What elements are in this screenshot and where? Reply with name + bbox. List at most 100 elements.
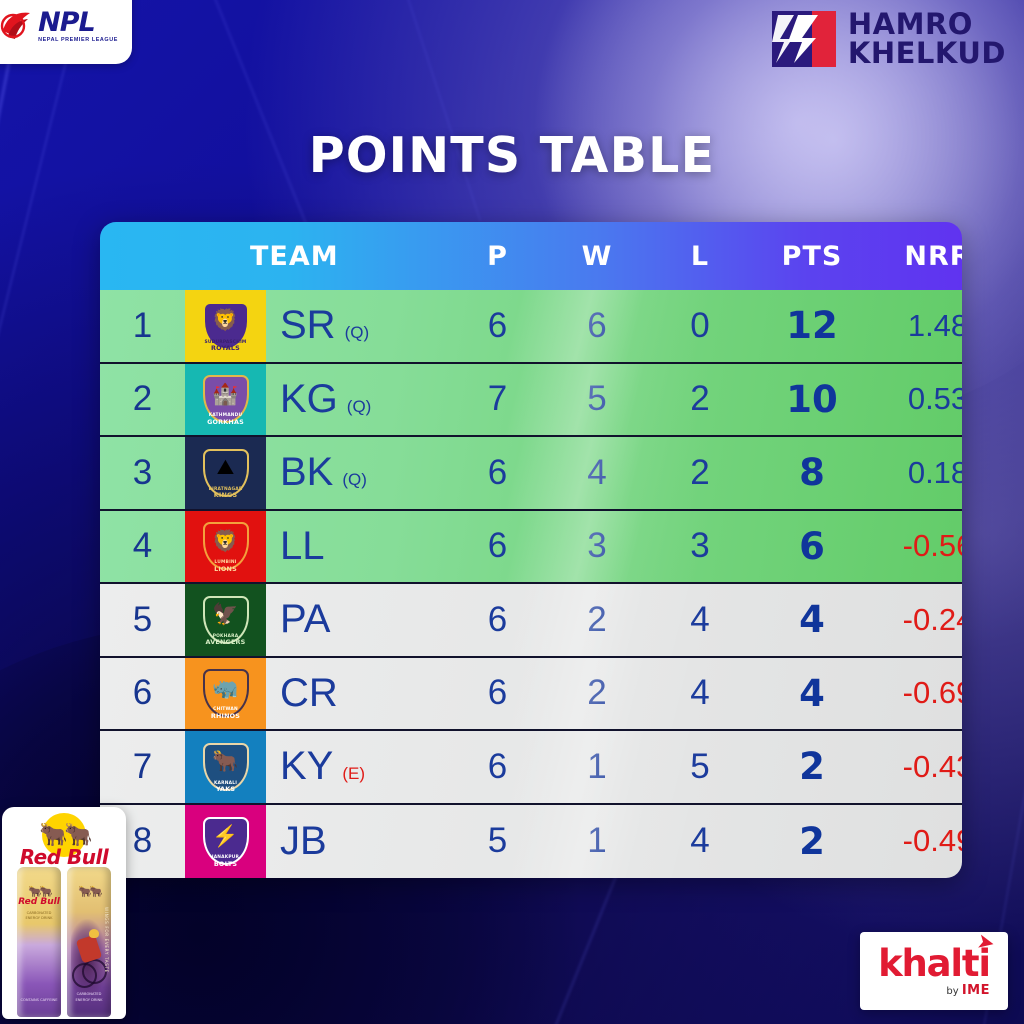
- team-abbreviation: JB: [280, 818, 327, 863]
- khalti-partner-text: IME: [961, 982, 990, 998]
- sudurpaschim-royals-logo: 🦁 SUDURPASCHIM ROYALS: [198, 298, 253, 353]
- team-abbreviation: KY: [280, 744, 334, 789]
- two-bulls-icon: 🐂🐂: [39, 821, 92, 847]
- crest-glyph-icon: 🦏: [212, 676, 239, 700]
- crest-shield: 🦏: [202, 669, 249, 718]
- table-row[interactable]: 1 🦁 SUDURPASCHIM ROYALS SR (Q) 6 6 0 12 1.48: [100, 290, 962, 364]
- crest-team-name: LIONS: [214, 564, 237, 573]
- cell-played-value: 6: [487, 746, 508, 786]
- cell-points: 6: [750, 525, 874, 568]
- crest-glyph-icon: 🦅: [212, 603, 239, 627]
- crest-team-city: LUMBINI: [214, 560, 237, 566]
- cell-points-value: 8: [799, 451, 825, 495]
- cell-team-logo[interactable]: 🦅 POKHARA AVENGERS: [185, 584, 266, 656]
- cell-nrr: -0.69: [874, 675, 962, 711]
- can-vertical-text: WINGS FOR EVERY TASTE: [104, 907, 109, 973]
- cell-nrr: -0.24: [874, 602, 962, 638]
- rank-value: 4: [132, 526, 153, 566]
- cell-team-logo[interactable]: ⛰ BIRATNAGAR KINGS: [185, 437, 266, 509]
- crest-team-city: POKHARA: [212, 633, 239, 639]
- cell-points-value: 2: [799, 819, 825, 863]
- header-won: W: [581, 240, 613, 272]
- cell-played: 7: [451, 379, 544, 419]
- cell-team-logo[interactable]: 🐂 KARNALI YAKS: [185, 731, 266, 803]
- table-row[interactable]: 3 ⛰ BIRATNAGAR KINGS BK (Q) 6 4 2 8 0.18: [100, 437, 962, 511]
- can-fine-print: CARBONATED ENERGY DRINK: [25, 911, 53, 921]
- crest-glyph-icon: 🏰: [212, 382, 239, 406]
- cell-nrr-value: 1.48: [907, 307, 962, 343]
- table-header-row: TEAM P W L PTS NRR: [100, 222, 962, 290]
- karnali-yaks-logo: 🐂 KARNALI YAKS: [198, 739, 253, 794]
- crest-shield: 🐂: [202, 742, 249, 791]
- biratnagar-kings-logo: ⛰ BIRATNAGAR KINGS: [198, 445, 253, 500]
- qualification-badge: (E): [342, 764, 366, 784]
- two-bulls-icon: 🐂🐂: [28, 886, 52, 898]
- cell-played: 6: [451, 453, 544, 493]
- cell-team-logo[interactable]: 🏰 KATHMANDU GORKHAS: [185, 363, 266, 435]
- hamro-khelkud-line2: KHELKUD: [847, 36, 1006, 70]
- team-abbreviation: KG: [280, 376, 338, 421]
- npl-logo: NPL NEPAL PREMIER LEAGUE: [0, 0, 132, 64]
- cell-played-value: 6: [487, 673, 508, 713]
- cell-points: 2: [750, 745, 874, 788]
- cell-lost: 0: [650, 306, 750, 346]
- crest-shield: 🏰: [202, 375, 249, 424]
- red-bull-advertisement: 🐂🐂 Red Bull 🐂🐂 Red Bull CARBONATED ENERG…: [0, 799, 136, 1024]
- cell-won: 4: [544, 453, 650, 493]
- cell-nrr: 0.53: [874, 381, 962, 417]
- cell-points-value: 2: [799, 745, 825, 789]
- hamro-khelkud-mark-icon: [771, 11, 836, 67]
- cell-lost-value: 4: [690, 599, 710, 639]
- cell-rank: 3: [100, 453, 185, 493]
- cell-lost-value: 0: [690, 305, 710, 345]
- cell-played-value: 6: [487, 452, 508, 492]
- cell-team-logo[interactable]: ⚡ JANAKPUR BOLTS: [185, 804, 266, 878]
- cell-nrr-value: -0.43: [902, 748, 962, 784]
- cell-won-value: 2: [587, 599, 607, 639]
- cell-points: 4: [750, 598, 874, 641]
- cell-nrr: -0.43: [874, 749, 962, 785]
- cell-points-value: 4: [799, 598, 825, 642]
- crest-shield: 🦅: [202, 595, 249, 644]
- cell-points: 10: [750, 378, 874, 421]
- cell-team-logo[interactable]: 🦁 LUMBINI LIONS: [185, 510, 266, 582]
- npl-swoosh-icon: [0, 9, 34, 43]
- page-title: POINTS TABLE: [308, 127, 716, 184]
- paper-plane-icon: ➤: [975, 928, 997, 955]
- can-fine-print: CARBONATED ENERGY DRINK: [75, 992, 103, 1002]
- table-row[interactable]: 2 🏰 KATHMANDU GORKHAS KG (Q) 7 5 2 10 0.53: [100, 363, 962, 437]
- cell-lost: 5: [650, 747, 750, 787]
- pokhara-avengers-logo: 🦅 POKHARA AVENGERS: [198, 592, 253, 647]
- rank-value: 7: [132, 746, 153, 786]
- cell-team-logo[interactable]: 🦁 SUDURPASCHIM ROYALS: [185, 290, 266, 362]
- cell-won-value: 5: [587, 379, 607, 419]
- khalti-wordmark: khalti ➤: [878, 928, 996, 981]
- cell-lost-value: 4: [690, 673, 710, 713]
- cell-points: 12: [750, 304, 874, 347]
- red-bull-can-left: 🐂🐂 Red Bull CARBONATED ENERGY DRINK CONT…: [17, 867, 61, 1017]
- qualification-badge: (Q): [344, 323, 370, 343]
- rank-value: 2: [132, 379, 153, 419]
- cell-rank: 6: [100, 673, 185, 713]
- cell-played-value: 6: [487, 305, 508, 345]
- red-bull-cans: 🐂🐂 Red Bull CARBONATED ENERGY DRINK CONT…: [2, 867, 126, 1019]
- cell-team: LL: [266, 524, 451, 569]
- cell-lost: 4: [650, 600, 750, 640]
- team-abbreviation: SR: [280, 303, 336, 348]
- cell-played-value: 6: [487, 526, 508, 566]
- cell-lost: 4: [650, 821, 750, 861]
- cell-team: KG (Q): [266, 377, 451, 422]
- cell-won-value: 3: [587, 526, 607, 566]
- cell-lost-value: 5: [690, 746, 710, 786]
- kathmandu-gorkhas-logo: 🏰 KATHMANDU GORKHAS: [198, 372, 253, 427]
- crest-glyph-icon: ⛰: [216, 456, 235, 480]
- crest-team-city: KATHMANDU: [208, 413, 243, 419]
- red-bull-sun-icon: [42, 813, 86, 857]
- crest-shield: 🦁: [202, 522, 249, 571]
- cell-team-logo[interactable]: 🦏 CHITWAN RHINOS: [185, 657, 266, 729]
